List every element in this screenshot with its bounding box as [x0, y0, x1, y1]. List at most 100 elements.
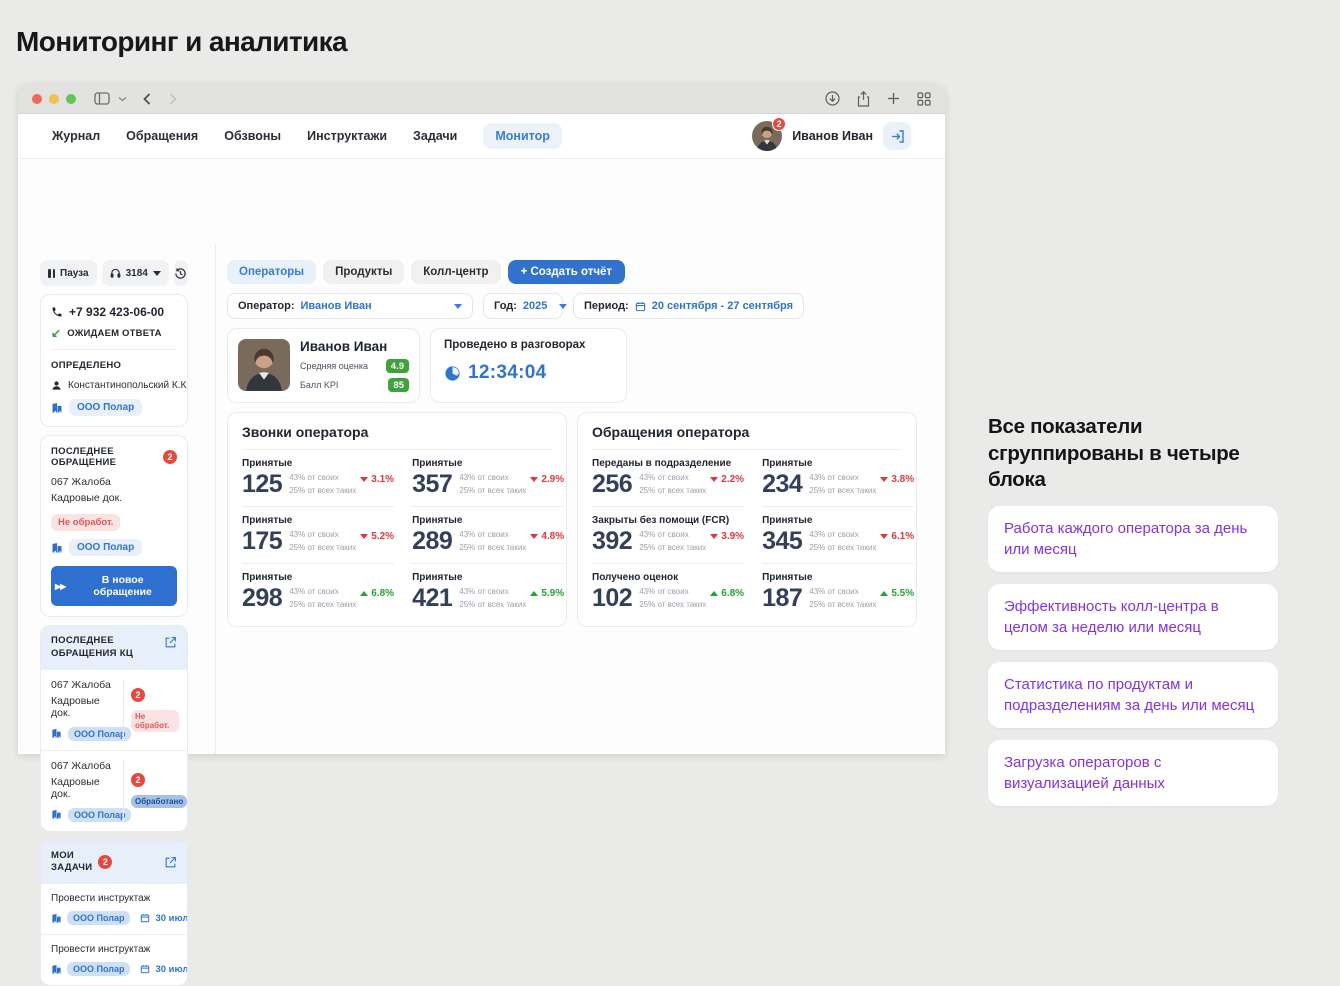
period-picker[interactable]: Период: 20 сентября - 27 сентября [573, 293, 805, 319]
share-own: 43% от своих [809, 473, 859, 483]
share-all: 25% от всех таких [809, 599, 877, 609]
metric-value: 187 [762, 584, 803, 612]
company-chip[interactable]: ООО Полар [69, 539, 143, 556]
browser-window: Журнал Обращения Обзвоны Инструктажи Зад… [18, 84, 945, 986]
avatar[interactable]: 2 [752, 117, 787, 151]
appeals-panel-title: Обращения оператора [592, 424, 902, 450]
calendar-icon [140, 913, 150, 923]
trend-arrow-icon [880, 477, 889, 482]
metric-card: Принятые 345 43% от своих 25% от всех та… [762, 507, 915, 564]
feature-card: Загрузка операторов с визуализацией данн… [988, 739, 1278, 806]
call-history-button[interactable] [173, 260, 188, 286]
tab-appeals[interactable]: Обращения [126, 129, 199, 143]
zoom-window-icon[interactable] [66, 93, 76, 104]
share-all: 25% от всех таких [459, 485, 527, 495]
task-item[interactable]: Провести инструктаж ООО Полар 30 июля [41, 934, 187, 985]
trend-arrow-icon [530, 477, 539, 482]
feature-card: Эффективность колл-центра в целом за нед… [988, 583, 1278, 650]
trend-arrow-icon [710, 534, 719, 539]
task-date: 30 июля [155, 912, 188, 924]
metric-shares: 43% от своих 25% от всех таких [289, 472, 356, 497]
chevron-down-icon[interactable] [118, 96, 127, 102]
company-chip[interactable]: ООО Полар [68, 726, 132, 741]
share-icon[interactable] [857, 90, 870, 107]
share-all: 25% от всех таких [289, 599, 357, 609]
company-icon [51, 542, 63, 554]
metric-card: Принятые 298 43% от своих 25% от всех та… [242, 564, 394, 620]
task-item[interactable]: Провести инструктаж ООО Полар 30 июля [41, 884, 187, 934]
cc-appeal-item[interactable]: 067 Жалоба Кадровые док. ООО Полар 2 Не … [41, 670, 187, 750]
new-appeal-button[interactable]: ▶▶ В новое обращение [51, 566, 177, 606]
share-own: 43% от своих [459, 530, 509, 540]
metric-card: Принятые 234 43% от своих 25% от всех та… [762, 450, 915, 507]
sidebar-toggle-icon[interactable] [94, 92, 110, 105]
my-tasks-card: МОИ ЗАДАЧИ 2 Провести инструктаж ООО Пол… [40, 839, 188, 986]
tab-overview-icon[interactable] [917, 91, 931, 106]
phone-icon [51, 306, 63, 318]
logout-button[interactable] [883, 122, 911, 150]
talk-time-label: Проведено в разговорах [444, 339, 586, 351]
downloads-icon[interactable] [825, 91, 840, 106]
call-status: ОЖИДАЕМ ОТВЕТА [67, 327, 162, 339]
share-own: 43% от своих [289, 530, 339, 540]
new-tab-icon[interactable] [887, 92, 900, 105]
metric-card: Принятые 421 43% от своих 25% от всех та… [412, 564, 564, 620]
metric-label: Принятые [242, 515, 293, 526]
metric-card: Получено оценок 102 43% от своих 25% от … [592, 564, 744, 620]
metric-card: Принятые 125 43% от своих 25% от всех та… [242, 450, 395, 507]
metric-delta: 5.5% [880, 588, 914, 599]
metric-card: Принятые 187 43% от своих 25% от всех та… [762, 564, 914, 620]
count-badge: 2 [131, 687, 145, 702]
company-chip[interactable]: ООО Полар [67, 962, 131, 977]
metric-shares: 43% от своих 25% от всех таких [639, 472, 706, 497]
report-tab-callcenter[interactable]: Колл-центр [411, 260, 501, 284]
open-external-icon[interactable] [164, 856, 177, 869]
back-icon[interactable] [143, 92, 151, 105]
metric-label: Принятые [242, 458, 293, 469]
open-external-icon[interactable] [164, 636, 177, 649]
monitor-main: Операторы Продукты Колл-центр + Создать … [227, 260, 917, 627]
year-select[interactable]: Год: 2025 [483, 293, 568, 319]
extension-select[interactable]: 3184 [101, 260, 169, 286]
tab-tasks[interactable]: Задачи [413, 129, 458, 143]
tab-callouts[interactable]: Обзвоны [224, 129, 282, 143]
client-name: Константинопольский К.К [68, 380, 187, 391]
tab-journal[interactable]: Журнал [52, 129, 101, 143]
metric-value: 125 [242, 470, 283, 498]
company-chip[interactable]: ООО Полар [67, 911, 131, 926]
cc-appeal-item[interactable]: 067 Жалоба Кадровые док. ООО Полар 2 Обр… [41, 749, 187, 831]
tab-monitor[interactable]: Монитор [483, 123, 562, 149]
company-chip[interactable]: ООО Полар [68, 807, 132, 822]
avg-score-label: Средняя оценка [300, 361, 368, 371]
metric-card: Переданы в подразделение 256 43% от свои… [592, 450, 745, 507]
forward-icon[interactable] [169, 92, 177, 105]
close-window-icon[interactable] [32, 93, 42, 104]
trend-arrow-icon [880, 591, 889, 596]
pause-button[interactable]: Пауза [40, 260, 97, 286]
company-chip[interactable]: ООО Полар [69, 399, 143, 416]
report-tab-products[interactable]: Продукты [323, 260, 405, 284]
metric-delta: 2.2% [710, 474, 744, 485]
person-icon [51, 380, 62, 391]
status-badge: Обработано [131, 795, 187, 809]
metric-delta: 6.1% [880, 531, 914, 542]
operator-summary-card: Иванов Иван Средняя оценка 4.9 Балл KPI … [227, 328, 420, 403]
tab-briefings[interactable]: Инструктажи [307, 129, 388, 143]
count-badge: 2 [98, 855, 113, 870]
share-own: 43% от своих [289, 587, 339, 597]
metric-shares: 43% от своих 25% от всех таких [459, 472, 526, 497]
minimize-window-icon[interactable] [49, 93, 59, 104]
metric-label: Закрыты без помощи (FCR) [592, 515, 730, 526]
trend-arrow-icon [360, 591, 369, 596]
metric-label: Получено оценок [592, 572, 679, 583]
report-tab-operators[interactable]: Операторы [227, 260, 317, 284]
metric-label: Принятые [412, 458, 463, 469]
aside-heading: Все показатели сгруппированы в четыре бл… [988, 415, 1240, 492]
metric-delta: 6.8% [710, 588, 744, 599]
caret-down-icon [454, 303, 462, 309]
metric-card: Принятые 357 43% от своих 25% от всех та… [412, 450, 565, 507]
operator-select[interactable]: Оператор: Иванов Иван [227, 293, 473, 319]
headset-icon [110, 268, 121, 279]
share-own: 43% от своих [459, 473, 509, 483]
create-report-button[interactable]: + Создать отчёт [507, 260, 626, 284]
